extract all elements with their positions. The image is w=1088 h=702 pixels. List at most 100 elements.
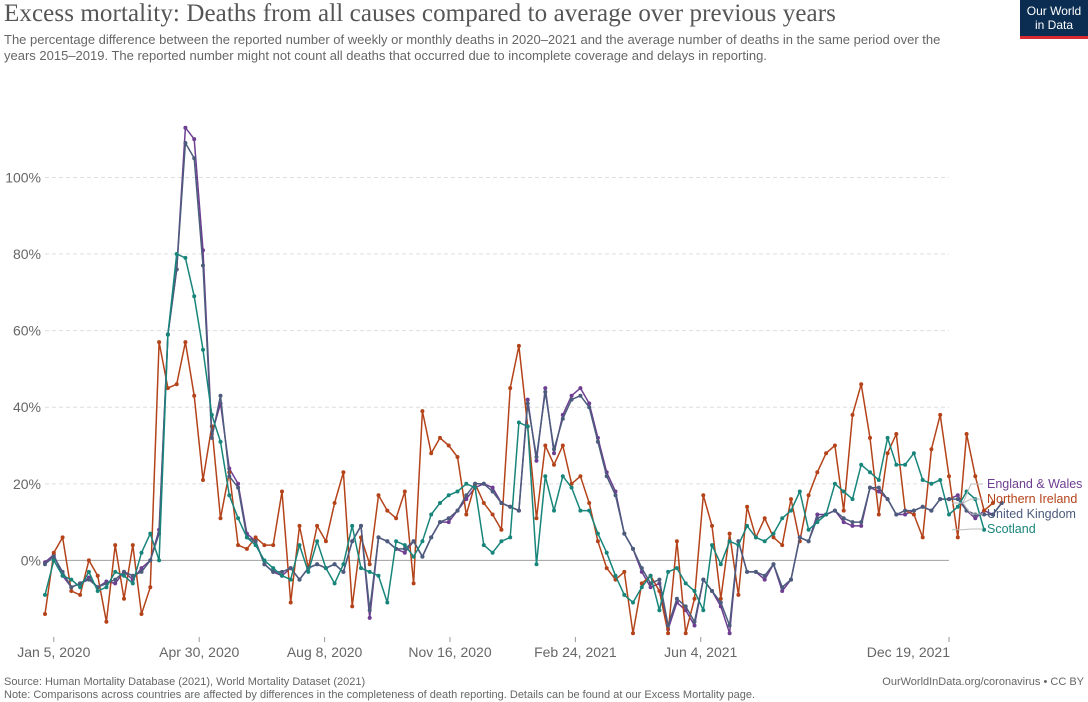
data-point[interactable] bbox=[157, 558, 162, 563]
data-point[interactable] bbox=[657, 589, 662, 593]
data-point[interactable] bbox=[780, 516, 785, 521]
data-point[interactable] bbox=[51, 554, 56, 559]
data-point[interactable] bbox=[288, 566, 293, 571]
data-point[interactable] bbox=[947, 512, 951, 517]
data-point[interactable] bbox=[130, 581, 135, 586]
data-point[interactable] bbox=[332, 581, 337, 586]
data-point[interactable] bbox=[499, 527, 504, 532]
data-point[interactable] bbox=[569, 397, 574, 402]
data-point[interactable] bbox=[560, 474, 565, 479]
data-point[interactable] bbox=[69, 589, 74, 593]
data-point[interactable] bbox=[201, 347, 205, 352]
data-point[interactable] bbox=[824, 451, 829, 456]
data-point[interactable] bbox=[262, 543, 267, 548]
data-point[interactable] bbox=[253, 539, 258, 544]
data-point[interactable] bbox=[587, 501, 592, 505]
data-point[interactable] bbox=[183, 141, 188, 145]
data-point[interactable] bbox=[806, 493, 811, 498]
data-point[interactable] bbox=[692, 589, 697, 593]
data-point[interactable] bbox=[885, 435, 890, 440]
data-point[interactable] bbox=[727, 531, 732, 536]
data-point[interactable] bbox=[297, 543, 302, 548]
data-point[interactable] bbox=[587, 405, 592, 410]
data-point[interactable] bbox=[710, 523, 714, 528]
data-point[interactable] bbox=[490, 550, 495, 555]
data-point[interactable] bbox=[666, 631, 671, 636]
data-point[interactable] bbox=[964, 432, 969, 436]
data-point[interactable] bbox=[534, 458, 539, 463]
data-point[interactable] bbox=[876, 485, 881, 490]
data-point[interactable] bbox=[613, 493, 618, 498]
data-point[interactable] bbox=[43, 612, 47, 616]
data-point[interactable] bbox=[508, 535, 513, 540]
data-point[interactable] bbox=[209, 412, 214, 417]
data-point[interactable] bbox=[876, 489, 881, 494]
data-point[interactable] bbox=[815, 470, 820, 475]
data-point[interactable] bbox=[525, 397, 530, 402]
data-point[interactable] bbox=[104, 585, 109, 590]
data-point[interactable] bbox=[157, 340, 162, 345]
data-point[interactable] bbox=[736, 543, 741, 548]
data-point[interactable] bbox=[903, 508, 908, 513]
data-point[interactable] bbox=[183, 255, 188, 260]
data-point[interactable] bbox=[955, 497, 960, 502]
data-point[interactable] bbox=[955, 504, 960, 509]
data-point[interactable] bbox=[51, 550, 56, 555]
data-point[interactable] bbox=[297, 577, 302, 582]
data-point[interactable] bbox=[639, 566, 644, 571]
data-point[interactable] bbox=[727, 631, 732, 636]
data-point[interactable] bbox=[350, 539, 355, 544]
data-point[interactable] bbox=[218, 393, 223, 398]
data-point[interactable] bbox=[674, 596, 679, 601]
data-point[interactable] bbox=[60, 535, 65, 540]
data-point[interactable] bbox=[745, 569, 750, 574]
data-point[interactable] bbox=[622, 569, 627, 574]
data-point[interactable] bbox=[982, 508, 987, 513]
data-point[interactable] bbox=[595, 439, 600, 444]
data-point[interactable] bbox=[86, 558, 91, 563]
data-point[interactable] bbox=[876, 478, 881, 482]
data-point[interactable] bbox=[183, 340, 188, 345]
data-point[interactable] bbox=[595, 531, 600, 536]
data-point[interactable] bbox=[192, 393, 197, 398]
data-point[interactable] bbox=[113, 543, 118, 548]
data-point[interactable] bbox=[43, 592, 47, 597]
data-point[interactable] bbox=[876, 512, 881, 517]
data-point[interactable] bbox=[148, 531, 153, 536]
data-point[interactable] bbox=[95, 573, 100, 578]
data-point[interactable] bbox=[411, 539, 416, 544]
data-point[interactable] bbox=[780, 589, 785, 593]
data-point[interactable] bbox=[306, 569, 311, 574]
data-point[interactable] bbox=[43, 562, 47, 567]
data-point[interactable] bbox=[797, 535, 802, 540]
data-point[interactable] bbox=[894, 432, 899, 436]
data-point[interactable] bbox=[113, 581, 118, 586]
data-point[interactable] bbox=[516, 508, 521, 513]
data-point[interactable] bbox=[525, 424, 530, 429]
data-point[interactable] bbox=[455, 455, 460, 459]
data-point[interactable] bbox=[280, 489, 284, 494]
data-point[interactable] bbox=[446, 516, 451, 521]
data-point[interactable] bbox=[683, 631, 688, 636]
data-point[interactable] bbox=[227, 474, 232, 479]
data-point[interactable] bbox=[595, 539, 600, 544]
data-point[interactable] bbox=[929, 481, 934, 486]
data-point[interactable] bbox=[552, 451, 556, 456]
data-point[interactable] bbox=[947, 497, 951, 502]
data-point[interactable] bbox=[824, 512, 829, 517]
data-point[interactable] bbox=[201, 263, 205, 268]
series-scotland[interactable] bbox=[43, 252, 987, 613]
data-point[interactable] bbox=[244, 546, 249, 551]
data-point[interactable] bbox=[868, 470, 872, 475]
data-point[interactable] bbox=[683, 581, 688, 586]
data-point[interactable] bbox=[587, 508, 592, 513]
data-point[interactable] bbox=[86, 569, 91, 574]
data-point[interactable] bbox=[947, 474, 951, 479]
data-point[interactable] bbox=[446, 493, 451, 498]
data-point[interactable] bbox=[455, 489, 460, 494]
data-point[interactable] bbox=[481, 481, 486, 486]
data-point[interactable] bbox=[288, 577, 293, 582]
data-point[interactable] bbox=[367, 562, 372, 567]
series-northern-ireland[interactable] bbox=[43, 340, 995, 636]
data-point[interactable] bbox=[376, 573, 381, 578]
